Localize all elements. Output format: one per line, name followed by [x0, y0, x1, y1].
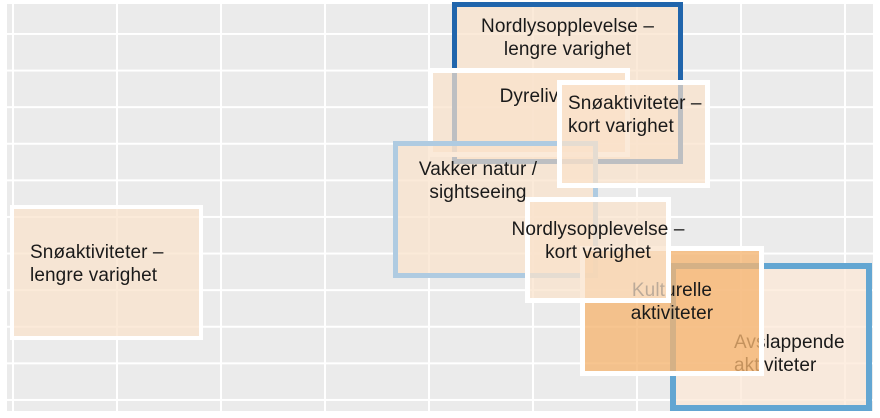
box-nordlysopplevelse-lengre-varighet-label: Nordlysopplevelse – lengre varighet: [481, 16, 654, 60]
box-nordlysopplevelse-kort-varighet: Nordlysopplevelse – kort varighet: [512, 197, 684, 303]
box-snoaktiviteter-kort-varighet: Snøaktiviteter – kort varighet: [557, 80, 710, 188]
box-snoaktiviteter-lengre-varighet: Snøaktiviteter – lengre varighet: [10, 205, 203, 340]
box-nordlysopplevelse-kort-varighet-label: Nordlysopplevelse – kort varighet: [511, 219, 685, 263]
box-dyreliv-label: Dyreliv: [499, 86, 559, 107]
box-snoaktiviteter-kort-varighet-label: Snøaktiviteter – kort varighet: [568, 93, 702, 137]
box-vakker-natur-sightseeing-label: Vakker natur / sightseeing: [418, 159, 538, 203]
box-snoaktiviteter-lengre-varighet-label: Snøaktiviteter – lengre varighet: [30, 242, 164, 286]
